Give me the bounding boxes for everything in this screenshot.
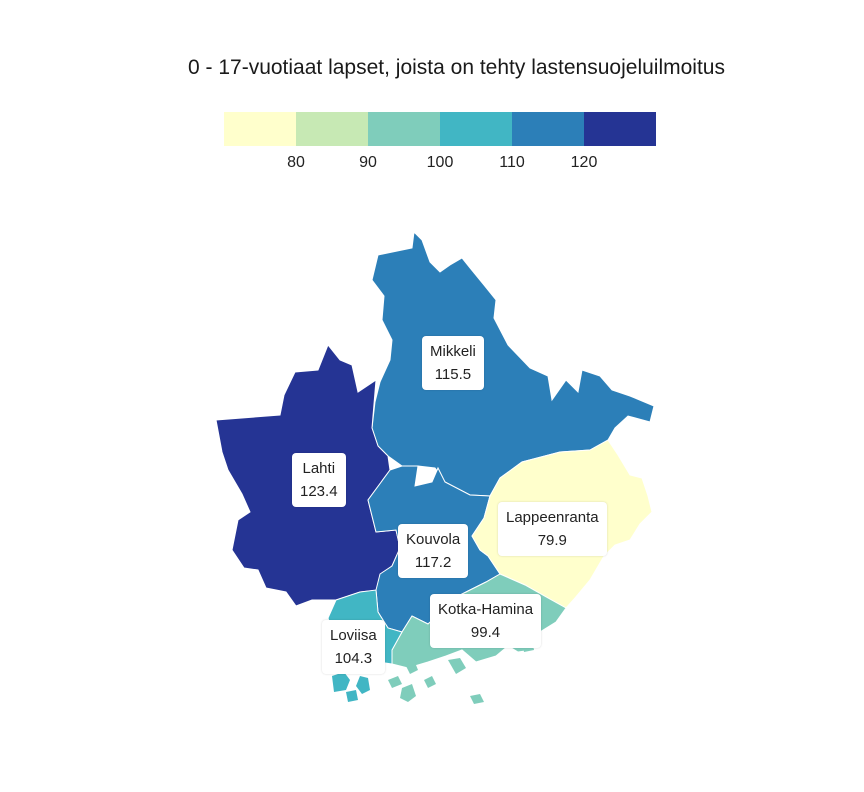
legend-swatch	[512, 112, 584, 146]
region-label-lappeenranta: Lappeenranta 79.9	[498, 502, 607, 556]
region-name: Kotka-Hamina	[438, 601, 534, 618]
legend-tick-label: 80	[287, 154, 305, 171]
region-value: 104.3	[334, 650, 373, 667]
region-value: 99.4	[470, 624, 501, 641]
region-label-loviisa: Loviisa 104.3	[322, 620, 385, 674]
region-name: Mikkeli	[430, 343, 476, 360]
region-label-kouvola: Kouvola 117.2	[398, 524, 469, 578]
region-name: Lappeenranta	[506, 509, 599, 526]
legend-swatch	[584, 112, 656, 146]
legend-tick-label: 100	[426, 154, 454, 171]
region-name: Kouvola	[406, 531, 461, 548]
region-name: Loviisa	[330, 627, 377, 644]
legend-tick-label: 90	[359, 154, 377, 171]
legend-ticks: 80 90 100 110 120	[224, 154, 656, 174]
region-value: 117.2	[414, 554, 452, 571]
coastal-islands	[332, 640, 534, 704]
legend-tick-label: 110	[499, 154, 525, 171]
legend-tick-label: 120	[570, 154, 598, 171]
map-title: 0 - 17-vuotiaat lapset, joista on tehty …	[188, 56, 725, 79]
region-name: Lahti	[302, 460, 336, 477]
region-value: 79.9	[537, 532, 567, 549]
region-label-lahti: Lahti 123.4	[292, 453, 346, 507]
region-label-mikkeli: Mikkeli 115.5	[422, 336, 484, 390]
region-label-kotka-hamina: Kotka-Hamina 99.4	[430, 594, 542, 648]
region-value: 123.4	[300, 483, 338, 500]
legend-swatch	[296, 112, 368, 146]
color-legend	[224, 112, 656, 146]
legend-swatch	[368, 112, 440, 146]
legend-swatch	[224, 112, 296, 146]
region-value: 115.5	[434, 366, 472, 383]
legend-swatch	[440, 112, 512, 146]
